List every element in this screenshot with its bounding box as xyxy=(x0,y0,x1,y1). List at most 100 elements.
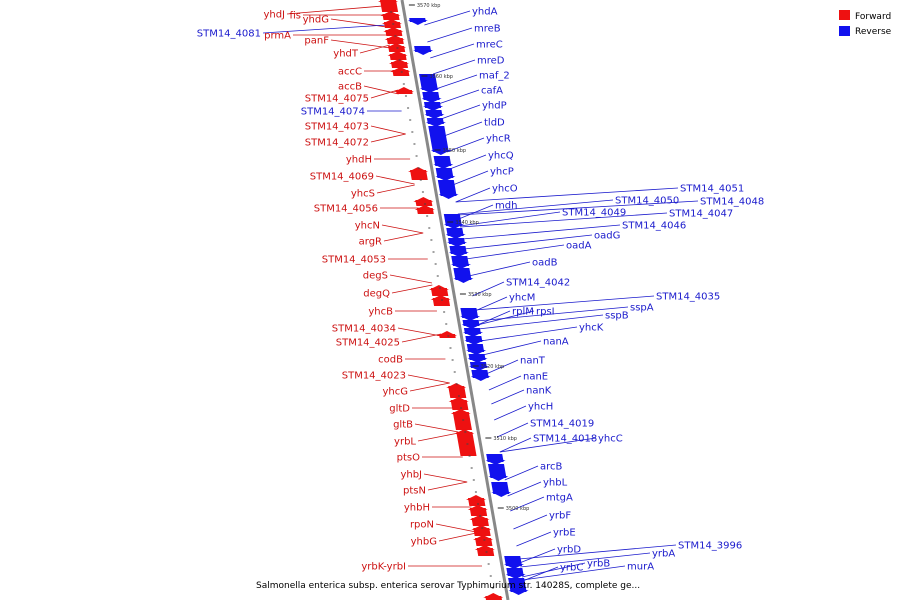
gene-label-forward: yhdT xyxy=(333,49,359,60)
gene-label-forward: ptsN xyxy=(403,486,426,497)
leader-line-reverse xyxy=(504,465,539,481)
gene-label-reverse: nanT xyxy=(520,356,546,367)
gene-label-reverse: mreB xyxy=(474,24,501,35)
reverse-gene xyxy=(460,308,479,318)
reverse-arrow xyxy=(467,358,488,363)
forward-arrow xyxy=(430,295,451,300)
gene-label-reverse: arcB xyxy=(540,462,563,473)
forward-arrow xyxy=(381,19,402,24)
leader-line-forward xyxy=(435,523,477,533)
leader-line-reverse xyxy=(522,566,559,582)
gene-label-forward: yrbK-yrbI xyxy=(361,562,406,573)
gene-label-forward: yhcB xyxy=(368,307,393,318)
reverse-arrow xyxy=(430,150,451,155)
leader-line-forward xyxy=(375,175,415,185)
forward-arrow xyxy=(384,35,405,40)
tick-label: 3510 kbp xyxy=(493,436,517,442)
legend-forward-label: Forward xyxy=(855,12,891,22)
leader-line-forward xyxy=(407,374,450,384)
reverse-gene xyxy=(504,556,522,566)
gene-label-reverse: STM14_4048 xyxy=(700,197,764,208)
gene-label-forward: STM14_4025 xyxy=(336,338,400,349)
leader-line-reverse xyxy=(435,74,478,90)
reverse-arrow xyxy=(461,324,482,329)
leader-line-reverse xyxy=(499,437,597,453)
reverse-arrow xyxy=(421,98,442,103)
leader-line-reverse xyxy=(518,544,677,560)
leader-line-reverse xyxy=(455,187,679,203)
gene-label-forward: gltD xyxy=(389,404,410,415)
gene-label-reverse: STM14_4019 xyxy=(530,419,594,430)
forward-arrow xyxy=(474,545,495,550)
gene-label-reverse: sspB xyxy=(605,311,629,322)
gene-label-reverse: nanK xyxy=(526,386,552,397)
reverse-arrow xyxy=(491,492,512,497)
leader-line-forward xyxy=(391,284,433,294)
leader-line-reverse xyxy=(494,405,527,421)
gene-label-forward: STM14_4056 xyxy=(314,204,378,215)
leader-line-reverse xyxy=(480,326,578,342)
reverse-arrow xyxy=(463,332,484,337)
gene-label-reverse: tldD xyxy=(484,118,505,129)
forward-gene xyxy=(452,412,472,430)
forward-gene xyxy=(410,170,428,180)
leader-line-reverse xyxy=(507,481,542,497)
gene-label-reverse: nanA xyxy=(543,337,569,348)
reverse-gene xyxy=(487,464,507,478)
leader-line-forward xyxy=(381,224,424,234)
reverse-arrow xyxy=(485,460,506,465)
gene-label-reverse: maf_2 xyxy=(479,71,510,82)
gene-label-reverse: yhcQ xyxy=(488,151,514,162)
reverse-arrow xyxy=(505,574,526,579)
leader-line-reverse xyxy=(488,375,522,391)
leader-line-reverse xyxy=(462,224,621,240)
reverse-gene xyxy=(433,156,452,166)
forward-arrow xyxy=(413,197,434,202)
leader-line-forward xyxy=(438,532,477,542)
reverse-gene xyxy=(437,180,457,196)
gene-label-forward: yhdH xyxy=(346,155,372,166)
gene-label-reverse: yhcP xyxy=(490,167,514,178)
leader-line-forward xyxy=(409,382,450,392)
gene-label-forward: STM14_4053 xyxy=(322,255,386,266)
gene-label-reverse: sspA xyxy=(630,303,654,314)
reverse-gene xyxy=(451,256,469,266)
forward-arrow xyxy=(386,43,407,48)
reverse-arrow xyxy=(448,252,469,257)
forward-gene xyxy=(380,0,399,12)
gene-label-forward: yhcN xyxy=(355,221,380,232)
gene-label-reverse: STM14_4035 xyxy=(656,292,720,303)
tick-label: 3570 kbp xyxy=(417,3,441,9)
leader-line-reverse xyxy=(430,43,475,59)
forward-arrow xyxy=(387,51,408,56)
reverse-gene xyxy=(508,578,527,592)
reverse-arrow xyxy=(424,114,445,119)
legend-reverse-swatch xyxy=(839,26,850,36)
gene-label-forward: STM14_4023 xyxy=(342,371,406,382)
reverse-arrow xyxy=(407,20,428,25)
leader-line-reverse xyxy=(513,514,548,530)
gene-label-forward: STM14_4069 xyxy=(310,172,374,183)
gene-label-reverse: yrbA xyxy=(652,549,675,560)
gene-label-reverse: mreD xyxy=(477,56,505,67)
backbone-line xyxy=(400,0,510,600)
leader-line-forward xyxy=(330,39,391,49)
forward-arrow xyxy=(465,495,486,500)
gene-label-reverse: STM14_4051 xyxy=(680,184,744,195)
gene-label-forward: degS xyxy=(363,271,388,282)
gene-label-reverse: yhcH xyxy=(528,402,553,413)
leader-line-forward xyxy=(376,184,415,194)
gene-label-reverse: oadB xyxy=(532,258,558,269)
gene-label-reverse: STM14_4049 xyxy=(562,208,626,219)
reverse-arrow xyxy=(438,194,459,199)
leader-line-reverse xyxy=(443,121,483,137)
leader-line-reverse xyxy=(499,437,532,453)
legend-forward-swatch xyxy=(839,10,850,20)
reverse-gene xyxy=(419,74,438,90)
leader-line-reverse xyxy=(457,199,614,215)
leader-line-reverse xyxy=(452,170,489,186)
forward-arrow xyxy=(437,331,458,336)
leader-line-forward xyxy=(397,327,442,337)
reverse-gene xyxy=(443,214,462,226)
legend-reverse-label: Reverse xyxy=(855,27,892,37)
